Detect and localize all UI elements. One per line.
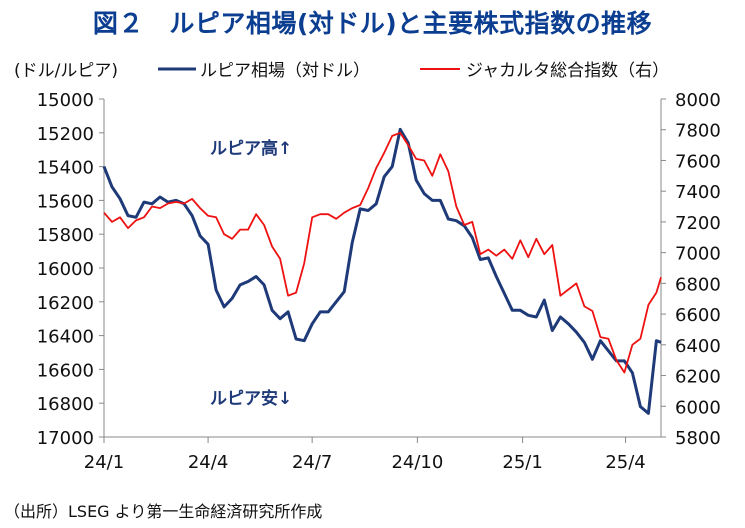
x-tick-label: 25/1 bbox=[502, 452, 542, 473]
right-tick-label: 6000 bbox=[675, 397, 721, 418]
right-tick-label: 7000 bbox=[675, 244, 721, 265]
left-tick-label: 16200 bbox=[37, 293, 94, 314]
right-tick-label: 6200 bbox=[675, 367, 721, 388]
left-tick-label: 15000 bbox=[37, 90, 94, 111]
left-tick-label: 17000 bbox=[37, 428, 94, 449]
right-tick-label: 7600 bbox=[675, 151, 721, 172]
left-tick-label: 16400 bbox=[37, 327, 94, 348]
chart-title: 図２ ルピア相場(対ドル)と主要株式指数の推移 bbox=[92, 9, 653, 38]
x-tick-label: 24/1 bbox=[84, 452, 124, 473]
axes: 15000 15200 15400 15600 15800 16000 16200 16400… bbox=[37, 90, 721, 473]
legend-label-rupiah: ルピア相場（対ドル） bbox=[200, 61, 370, 81]
right-tick-label: 6600 bbox=[675, 305, 721, 326]
left-tick-label: 16800 bbox=[37, 394, 94, 415]
left-tick-label: 15400 bbox=[37, 158, 94, 179]
legend: ルピア相場（対ドル） ジャカルタ総合指数（右） bbox=[158, 61, 669, 81]
left-tick-label: 16600 bbox=[37, 360, 94, 381]
rupiah-line bbox=[102, 127, 662, 415]
right-tick-label: 6400 bbox=[675, 336, 721, 357]
x-tick-label: 24/7 bbox=[292, 452, 332, 473]
left-tick-label: 15800 bbox=[37, 225, 94, 246]
annotation-rupiah-up: ルピア高↑ bbox=[210, 138, 292, 159]
x-tick-label: 25/4 bbox=[605, 452, 645, 473]
right-tick-label: 7400 bbox=[675, 182, 721, 203]
right-tick-label: 8000 bbox=[675, 90, 721, 111]
series-lines bbox=[102, 127, 662, 415]
right-tick-label: 6800 bbox=[675, 274, 721, 295]
annotation-rupiah-down: ルピア安↓ bbox=[210, 388, 292, 409]
jci-line bbox=[103, 131, 662, 374]
x-tick-label: 24/4 bbox=[188, 452, 228, 473]
left-tick-label: 15600 bbox=[37, 191, 94, 212]
right-tick-label: 7800 bbox=[675, 121, 721, 142]
source-note: （出所）LSEG より第一生命経済研究所作成 bbox=[4, 502, 323, 521]
right-tick-label: 5800 bbox=[675, 428, 721, 449]
left-axis-unit: (ドル/ルピア) bbox=[14, 61, 118, 81]
legend-label-jci: ジャカルタ総合指数（右） bbox=[466, 61, 669, 81]
x-tick-label: 24/10 bbox=[391, 452, 443, 473]
left-tick-label: 16000 bbox=[37, 259, 94, 280]
right-tick-label: 7200 bbox=[675, 213, 721, 234]
left-tick-label: 15200 bbox=[37, 124, 94, 145]
